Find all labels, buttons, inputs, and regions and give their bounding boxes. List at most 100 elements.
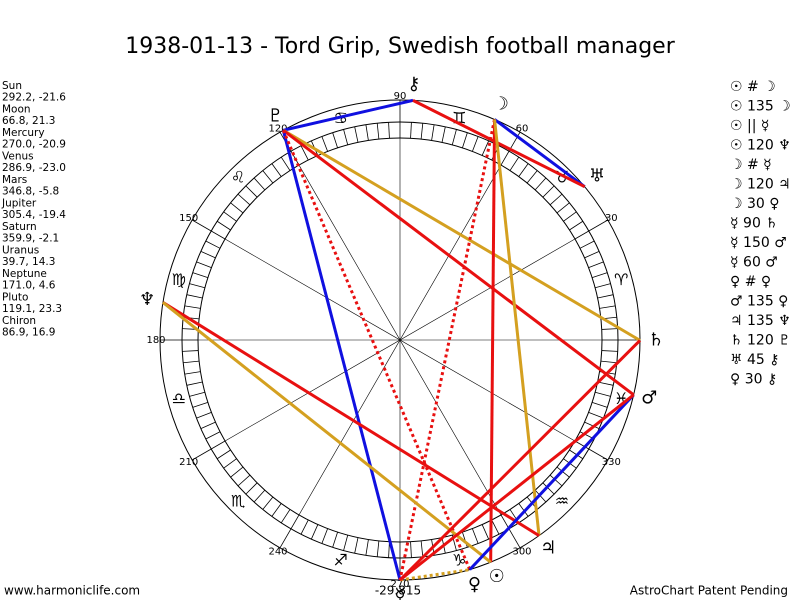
dial-tick [245,482,258,495]
dial-tick [534,177,547,191]
dial-tick [280,156,291,171]
dial-tick [253,489,266,503]
dial-tick [601,350,618,352]
dial-tick [542,482,555,495]
dial-tick [237,474,251,487]
dial-tick [237,193,251,206]
dial-tick [420,540,424,557]
dial-tick [481,140,490,156]
dial-tick [192,402,209,408]
planet-name: Pluto [2,292,28,304]
dial-tick [196,261,212,268]
dial-tick [601,328,618,330]
aspect-entry: ☽ 120 ♃ [730,177,791,193]
dial-tick [584,250,600,259]
dial-tick [332,132,338,149]
dial-tick [563,211,577,222]
sign-divider [588,219,609,232]
aspect-line [281,129,472,571]
chart-title: 1938-01-13 - Tord Grip, Swedish football… [125,34,675,59]
aspect-line [412,99,586,189]
planet-glyph: ☿ [394,585,405,600]
dial-tick [376,123,380,140]
dial-tick [574,440,589,450]
aspect-line [493,118,586,188]
dial-tick [200,421,216,430]
dial-tick [410,541,412,558]
aspect-entry: ☉ # ☽ [730,79,776,95]
dial-tick [211,230,226,240]
dial-tick [354,126,359,143]
aspect-entry: ♃ 135 ♆ [730,313,791,329]
aspect-entry: ♄ 120 ♇ [730,333,791,349]
aspect-line [489,119,497,563]
dial-tick [518,163,529,177]
aspect-line [281,129,402,581]
planet-name: Sun [2,80,22,92]
dial-tick [343,129,349,145]
aspect-entry: ☽ 30 ♀ [730,196,780,212]
dial-tick [310,524,319,540]
dial-label: 30 [605,213,618,224]
dial-tick [595,283,611,289]
dial-label: 270 [390,579,409,590]
dial-tick [245,185,258,198]
planet-position: 171.0, 4.6 [2,280,56,292]
aspect-entry: ☿ 150 ♂ [730,235,787,251]
dial-tick [365,124,369,141]
dial-tick [230,466,244,478]
planet-name: Jupiter [1,198,37,210]
dial-tick [472,528,479,544]
dial-tick [189,283,205,289]
dial-tick [420,123,424,140]
planet-glyph: ♄ [648,329,664,350]
dial-tick [184,305,201,309]
dial-label: 90 [394,91,407,102]
dial-tick [300,145,309,161]
dial-label: 300 [512,546,531,557]
dial-tick [332,531,338,548]
dial-label: 330 [602,457,621,468]
planet-position: 119.1, 23.3 [2,303,62,315]
patent-note: AstroChart Patent Pending [630,584,788,598]
aspect-entry: ☉ || ☿ [730,118,769,134]
planet-glyph: ☉ [489,566,505,587]
sign-divider [191,219,212,232]
planet-position: 305.4, -19.4 [2,209,66,221]
planet-glyph: ♂ [641,387,657,408]
aspect-line [398,339,642,582]
dial-tick [588,412,604,419]
spoke [224,238,576,442]
dial-tick [290,514,300,529]
planet-glyph: ♃ [540,538,556,559]
planet-name: Venus [2,151,34,163]
planet-position: 286.9, -23.0 [2,162,66,174]
aspect-entry: ♂ 135 ♀ [730,294,788,310]
planet-glyph: ♇ [267,105,283,126]
dial-tick [600,360,617,364]
dial-tick [186,381,203,386]
planet-name: Mars [2,174,27,186]
aspect-entry: ☉ 135 ☽ [730,99,791,115]
dial-tick [569,220,584,231]
dial-tick [481,524,490,540]
aspect-line [493,119,541,536]
dial-tick [223,458,237,469]
aspect-entry: ☿ 60 ♂ [730,255,778,271]
planet-position: 270.0, -20.9 [2,139,66,151]
dial-tick [597,294,614,299]
aspect-line [282,129,635,397]
dial-tick [189,391,205,397]
dial-tick [549,193,563,206]
dial-tick [542,185,555,198]
aspect-entry: ♀ # ♀ [730,274,771,290]
planet-glyph: ⚷ [407,73,420,94]
aspect-entry: ☉ 120 ♆ [730,138,791,154]
planet-position: 359.9, -2.1 [2,233,59,245]
dial-tick [211,440,226,450]
dial-tick [597,381,614,386]
dial-tick [216,449,231,460]
aspect-entry: ☿ 90 ♄ [730,216,778,232]
dial-tick [186,294,203,299]
dial-tick [262,496,274,510]
